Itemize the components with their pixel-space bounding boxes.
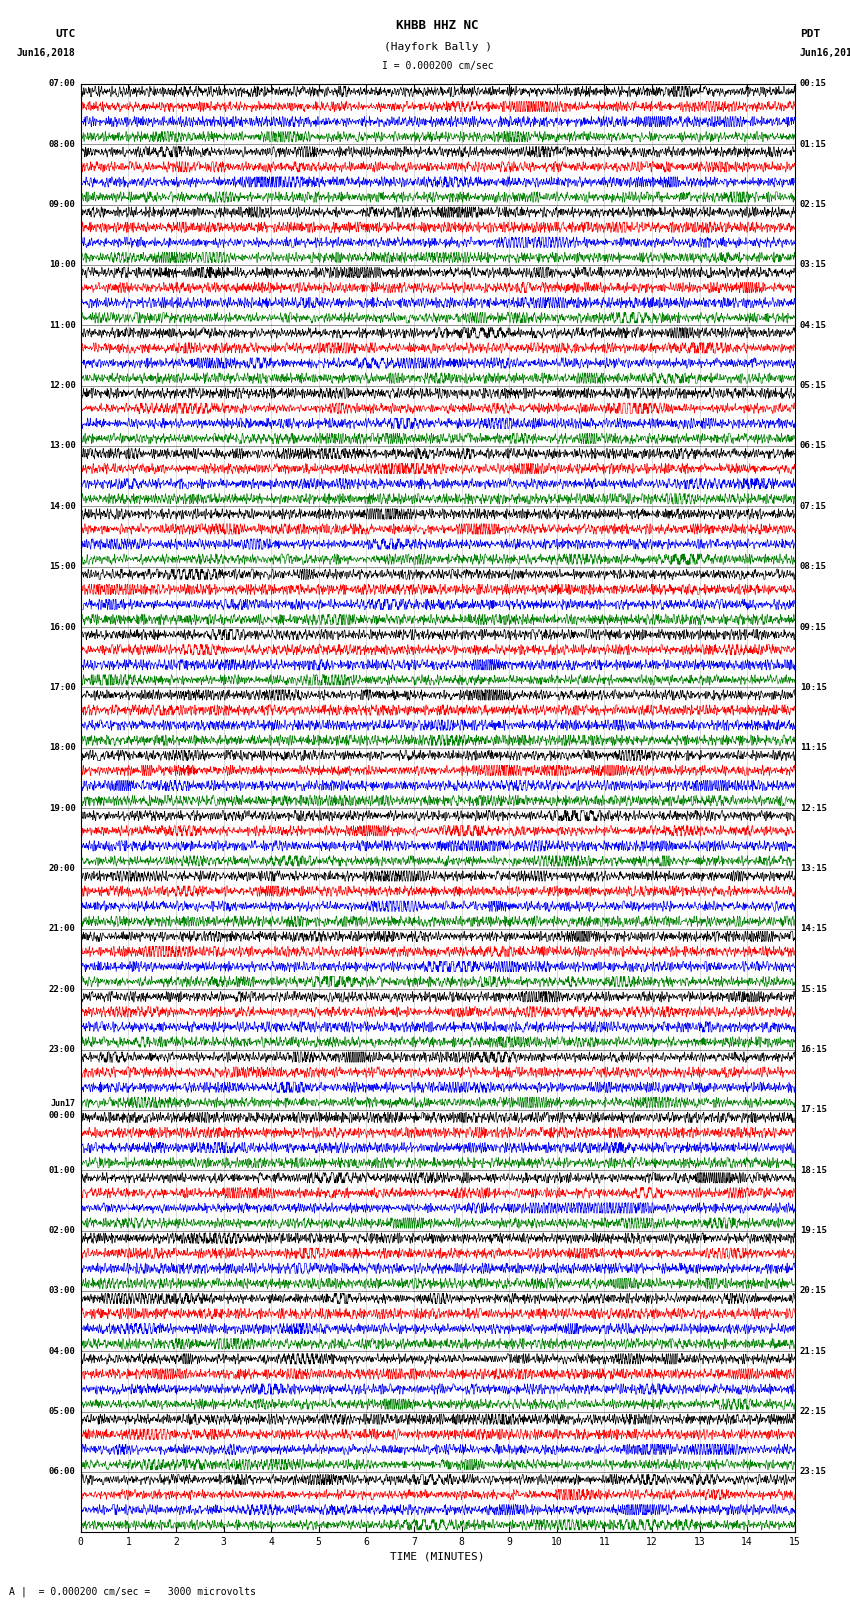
Text: 18:15: 18:15 <box>800 1166 827 1174</box>
Text: 10:15: 10:15 <box>800 682 827 692</box>
Text: 21:15: 21:15 <box>800 1347 827 1357</box>
Text: 00:15: 00:15 <box>800 79 827 89</box>
Text: 14:00: 14:00 <box>48 502 76 511</box>
Text: |  = 0.000200 cm/sec =   3000 microvolts: | = 0.000200 cm/sec = 3000 microvolts <box>21 1586 256 1597</box>
Text: Jun17: Jun17 <box>51 1100 76 1108</box>
X-axis label: TIME (MINUTES): TIME (MINUTES) <box>390 1552 485 1561</box>
Text: 23:15: 23:15 <box>800 1468 827 1476</box>
Text: 11:15: 11:15 <box>800 744 827 752</box>
Text: PDT: PDT <box>800 29 820 39</box>
Text: UTC: UTC <box>55 29 76 39</box>
Text: 17:00: 17:00 <box>48 682 76 692</box>
Text: Jun16,2018: Jun16,2018 <box>800 48 850 58</box>
Text: 10:00: 10:00 <box>48 260 76 269</box>
Text: 07:00: 07:00 <box>48 79 76 89</box>
Text: Jun16,2018: Jun16,2018 <box>17 48 76 58</box>
Text: 05:00: 05:00 <box>48 1407 76 1416</box>
Text: 09:15: 09:15 <box>800 623 827 632</box>
Text: 22:15: 22:15 <box>800 1407 827 1416</box>
Text: 11:00: 11:00 <box>48 321 76 329</box>
Text: 19:00: 19:00 <box>48 803 76 813</box>
Text: 18:00: 18:00 <box>48 744 76 752</box>
Text: 17:15: 17:15 <box>800 1105 827 1115</box>
Text: 16:15: 16:15 <box>800 1045 827 1053</box>
Text: 21:00: 21:00 <box>48 924 76 934</box>
Text: 09:00: 09:00 <box>48 200 76 210</box>
Text: 01:00: 01:00 <box>48 1166 76 1174</box>
Text: 01:15: 01:15 <box>800 140 827 148</box>
Text: 12:00: 12:00 <box>48 381 76 390</box>
Text: 23:00: 23:00 <box>48 1045 76 1053</box>
Text: 15:15: 15:15 <box>800 984 827 994</box>
Text: I = 0.000200 cm/sec: I = 0.000200 cm/sec <box>382 61 494 71</box>
Text: 22:00: 22:00 <box>48 984 76 994</box>
Text: 07:15: 07:15 <box>800 502 827 511</box>
Text: 06:00: 06:00 <box>48 1468 76 1476</box>
Text: 02:15: 02:15 <box>800 200 827 210</box>
Text: 02:00: 02:00 <box>48 1226 76 1236</box>
Text: 06:15: 06:15 <box>800 442 827 450</box>
Text: 20:15: 20:15 <box>800 1287 827 1295</box>
Text: 08:00: 08:00 <box>48 140 76 148</box>
Text: A: A <box>8 1587 14 1597</box>
Text: 19:15: 19:15 <box>800 1226 827 1236</box>
Text: 12:15: 12:15 <box>800 803 827 813</box>
Text: 03:15: 03:15 <box>800 260 827 269</box>
Text: 16:00: 16:00 <box>48 623 76 632</box>
Text: 15:00: 15:00 <box>48 563 76 571</box>
Text: 05:15: 05:15 <box>800 381 827 390</box>
Text: 03:00: 03:00 <box>48 1287 76 1295</box>
Text: 13:00: 13:00 <box>48 442 76 450</box>
Text: 08:15: 08:15 <box>800 563 827 571</box>
Text: (Hayfork Bally ): (Hayfork Bally ) <box>383 42 492 52</box>
Text: 20:00: 20:00 <box>48 865 76 873</box>
Text: KHBB HHZ NC: KHBB HHZ NC <box>396 19 479 32</box>
Text: 04:15: 04:15 <box>800 321 827 329</box>
Text: 13:15: 13:15 <box>800 865 827 873</box>
Text: 00:00: 00:00 <box>48 1111 76 1121</box>
Text: 04:00: 04:00 <box>48 1347 76 1357</box>
Text: 14:15: 14:15 <box>800 924 827 934</box>
